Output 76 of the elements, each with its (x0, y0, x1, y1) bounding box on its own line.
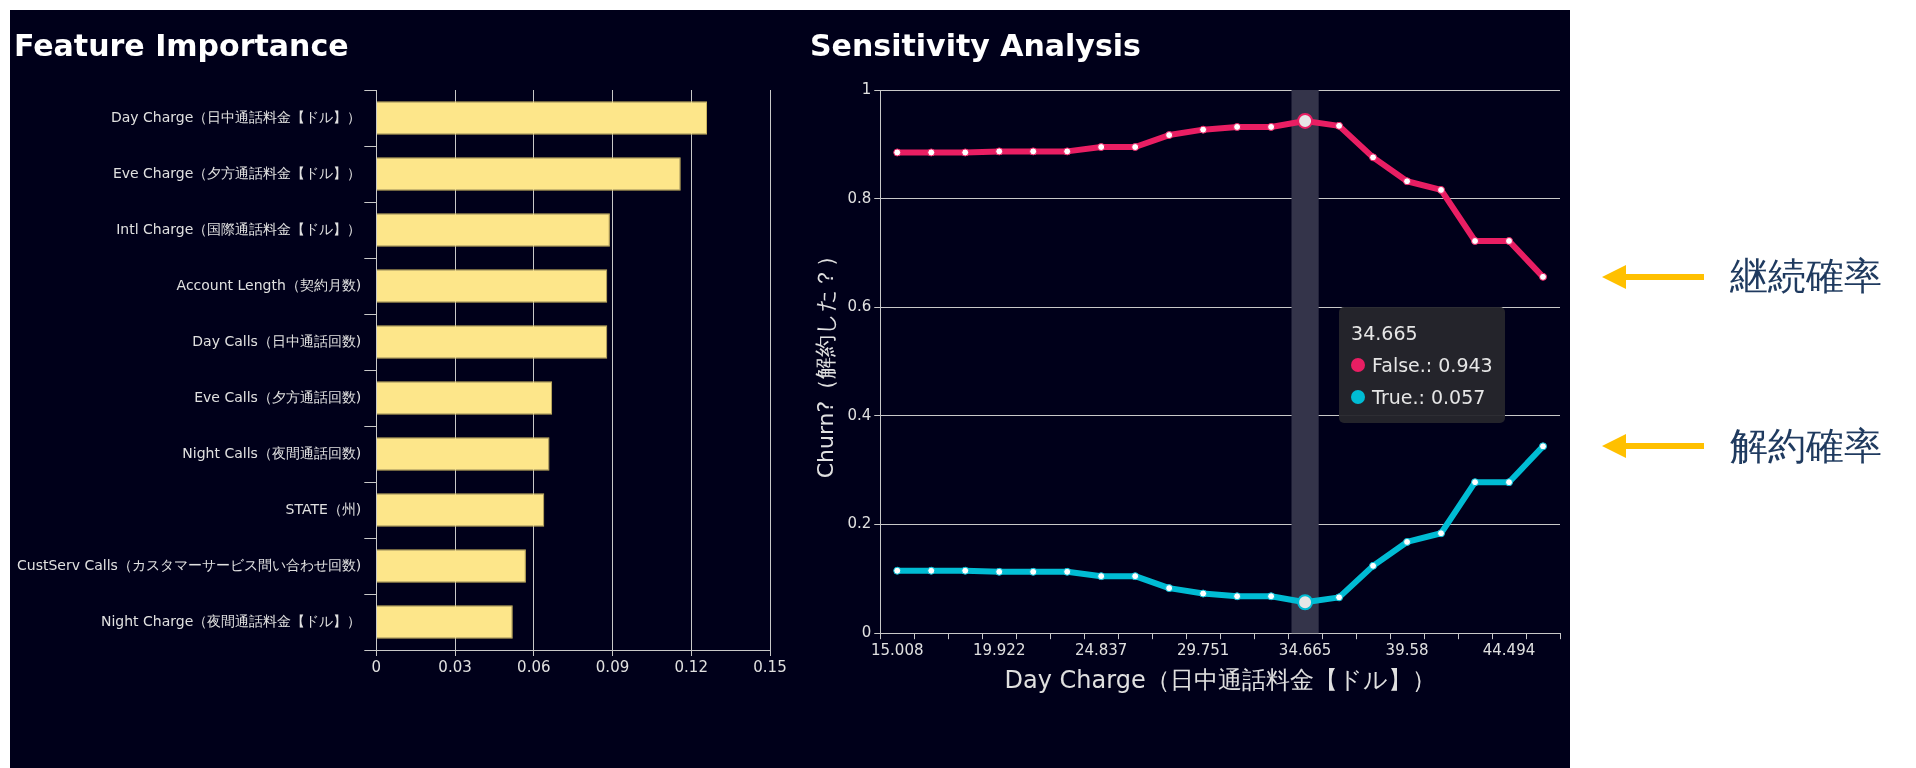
point (1369, 153, 1378, 162)
point (927, 566, 936, 575)
x-tick-label: 39.58 (1385, 641, 1429, 660)
point (1335, 121, 1344, 130)
annotation: False.: 0.943 (1372, 352, 1493, 378)
point (1097, 572, 1106, 581)
x-tick-label: 0.09 (595, 657, 630, 676)
annotation: True.: 0.057 (1372, 384, 1486, 410)
point (893, 566, 902, 575)
point (1029, 147, 1038, 156)
point (1199, 589, 1208, 598)
y-tick-label: Account Length（契約月数) (176, 276, 362, 293)
x-tick-label: 44.494 (1482, 641, 1536, 660)
y-tick-label: Day Calls（日中通話回数) (192, 332, 362, 349)
y-tick-label: 0.2 (847, 514, 872, 533)
y-tick-label: Eve Calls（夕方通話回数) (194, 388, 362, 405)
x-tick-label: 0.06 (517, 657, 551, 676)
point (1437, 185, 1446, 194)
x-tick-label: 29.751 (1176, 641, 1230, 660)
x-tick-label: 24.837 (1074, 641, 1128, 660)
x-tick-label: 15.008 (871, 641, 924, 660)
point (1165, 131, 1174, 140)
y-tick-label: STATE（州) (285, 500, 362, 517)
y-tick-label: 0.8 (847, 188, 872, 207)
point (1131, 143, 1140, 152)
y-tick-label: CustServ Calls（カスタマーサービス問い合わせ回数) (17, 556, 362, 573)
y-tick-label: Night Charge（夜間通話料金【ドル】） (101, 612, 362, 629)
point (1539, 272, 1548, 281)
x-tick-label: 0.03 (438, 657, 472, 676)
point (1335, 593, 1344, 602)
y-tick-label: Night Calls（夜間通話回数) (182, 444, 362, 461)
x-tick-label: 0.12 (674, 657, 708, 676)
point (1539, 442, 1548, 451)
point (1131, 572, 1140, 581)
y-tick-label: 0.4 (847, 405, 872, 424)
point (995, 567, 1004, 576)
point (927, 148, 936, 157)
point (1471, 237, 1480, 246)
y-tick-label: Eve Charge（夕方通話料金【ドル】） (112, 164, 362, 181)
point (1233, 122, 1242, 131)
point (1199, 125, 1208, 134)
text: 解約確率 (1730, 422, 1882, 470)
y-tick-label: 0 (861, 623, 872, 642)
point (1403, 177, 1412, 186)
y-tick-label: Day Charge（日中通話料金【ドル】） (110, 108, 362, 125)
point (1505, 237, 1514, 246)
y-axis-title: Churn?（解約した？） (812, 244, 838, 479)
point (1063, 147, 1072, 156)
point (1029, 567, 1038, 576)
y-tick-label: Intl Charge（国際通話料金【ドル】） (116, 220, 362, 237)
point (1233, 592, 1242, 601)
y-tick-label: 1 (861, 79, 872, 98)
chart-title: Sensitivity Analysis (810, 27, 1141, 63)
text: 34.665 (1351, 321, 1418, 344)
point (1437, 529, 1446, 538)
x-tick-label: 0.15 (753, 657, 787, 676)
point (1505, 478, 1514, 487)
point (1369, 561, 1378, 570)
point (1165, 584, 1174, 593)
x-tick-label: 34.665 (1278, 641, 1332, 660)
point (1471, 478, 1480, 487)
x-tick-label: 0 (371, 657, 382, 676)
point (1403, 537, 1412, 546)
x-axis-title: Day Charge（日中通話料金【ドル】） (1004, 665, 1436, 694)
point (1097, 143, 1106, 152)
chart-title: Feature Importance (14, 27, 349, 63)
point (1063, 567, 1072, 576)
x-tick-label: 19.922 (972, 641, 1026, 660)
point (1267, 122, 1276, 131)
point (961, 566, 970, 575)
point (961, 148, 970, 157)
point (995, 147, 1004, 156)
y-tick-label: 0.6 (847, 297, 872, 316)
point (893, 148, 902, 157)
point (1267, 592, 1276, 601)
text: 継続確率 (1730, 253, 1882, 301)
